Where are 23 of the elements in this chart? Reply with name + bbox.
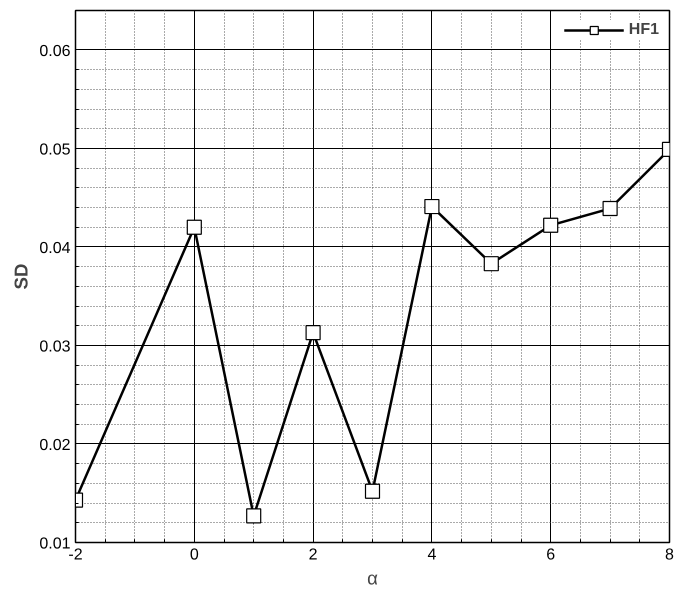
x-tick-label: -2 bbox=[68, 546, 83, 564]
point bbox=[602, 200, 618, 216]
y-tick-label: 0.01 bbox=[39, 536, 71, 552]
legend-label: HF1 bbox=[628, 21, 659, 39]
x-axis-title: α bbox=[367, 568, 378, 588]
point bbox=[424, 198, 440, 214]
y-tick-label: 0.06 bbox=[39, 42, 71, 60]
y-axis-title: SD bbox=[10, 264, 32, 290]
point bbox=[543, 218, 558, 233]
x-tick-label: 4 bbox=[427, 546, 436, 564]
y-tick-label: 0.02 bbox=[39, 436, 71, 454]
y-tick-label: 0.04 bbox=[39, 240, 71, 257]
point bbox=[186, 220, 202, 235]
point bbox=[364, 484, 380, 499]
y-tick-label: 0.03 bbox=[39, 338, 71, 356]
point bbox=[484, 256, 499, 272]
x-tick-label: 0 bbox=[190, 546, 199, 564]
point bbox=[246, 508, 262, 524]
y-tick-label: 0.05 bbox=[39, 141, 71, 158]
x-tick-label: 8 bbox=[665, 546, 674, 564]
x-tick-label: 2 bbox=[308, 546, 318, 564]
x-tick-label: 6 bbox=[546, 546, 556, 564]
point bbox=[306, 325, 321, 340]
